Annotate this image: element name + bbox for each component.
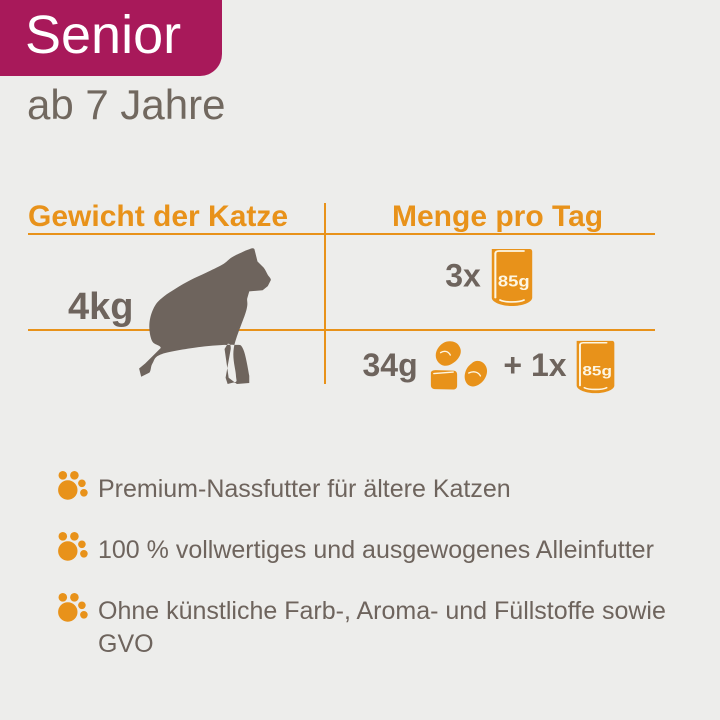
svg-text:85g: 85g	[583, 364, 613, 379]
svg-text:85g: 85g	[498, 273, 530, 290]
